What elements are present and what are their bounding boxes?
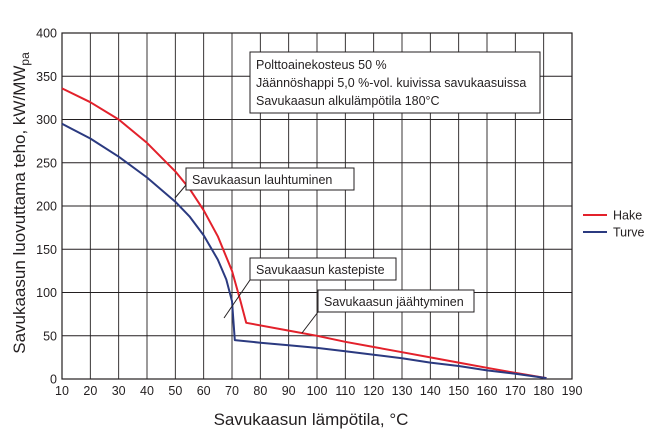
y-tick-label: 400 bbox=[36, 27, 57, 41]
annotation-dew-point: Savukaasun kastepiste bbox=[223, 257, 397, 319]
series-lines bbox=[61, 87, 547, 380]
y-tick-label: 0 bbox=[50, 373, 57, 387]
legend-label: Hake bbox=[613, 209, 642, 223]
annotation-box bbox=[317, 289, 475, 313]
x-tick-label: 70 bbox=[225, 384, 239, 398]
condition-line: Jäännöshappi 5,0 %-vol. kuivissa savukaa… bbox=[256, 76, 526, 90]
y-tick-label: 100 bbox=[36, 286, 57, 300]
annotation-box bbox=[185, 167, 355, 191]
annotation-box bbox=[249, 257, 397, 281]
y-axis-title: Savukaasun luovuttama teho, kW/MWpa bbox=[10, 52, 32, 354]
x-tick-label: 190 bbox=[562, 384, 583, 398]
y-axis-title-subscript: pa bbox=[18, 52, 32, 66]
series-line-turve bbox=[61, 122, 547, 380]
conditions-box-frame bbox=[249, 51, 541, 114]
annotation-label: Savukaasun jäähtyminen bbox=[324, 295, 464, 309]
annotation-pointer bbox=[223, 279, 251, 319]
x-tick-label: 90 bbox=[282, 384, 296, 398]
condition-line: Polttoainekosteus 50 % bbox=[256, 58, 387, 72]
x-tick-label: 120 bbox=[363, 384, 384, 398]
x-tick-label: 100 bbox=[307, 384, 328, 398]
y-tick-label: 50 bbox=[43, 329, 57, 343]
y-axis-title-main: Savukaasun luovuttama teho, kW/MW bbox=[10, 66, 29, 354]
condition-line: Savukaasun alkulämpötila 180°C bbox=[256, 94, 440, 108]
x-tick-label: 160 bbox=[477, 384, 498, 398]
y-tick-label: 150 bbox=[36, 243, 57, 257]
annotation-pointer bbox=[301, 311, 319, 334]
x-tick-label: 10 bbox=[55, 384, 69, 398]
x-tick-label: 40 bbox=[140, 384, 154, 398]
y-tick-label: 300 bbox=[36, 113, 57, 127]
annotation-cooling: Savukaasun jäähtyminen bbox=[301, 289, 475, 334]
conditions-box: Polttoainekosteus 50 % Jäännöshappi 5,0 … bbox=[249, 51, 541, 114]
x-tick-label: 140 bbox=[420, 384, 441, 398]
annotation-label: Savukaasun kastepiste bbox=[256, 263, 385, 277]
annotation-pointer bbox=[174, 184, 187, 199]
x-tick-label: 110 bbox=[335, 384, 355, 398]
annotation-condensation: Savukaasun lauhtuminen bbox=[174, 167, 355, 199]
x-tick-label: 60 bbox=[197, 384, 211, 398]
x-tick-label: 50 bbox=[168, 384, 182, 398]
y-tick-label: 250 bbox=[36, 156, 57, 170]
x-tick-label: 20 bbox=[83, 384, 97, 398]
x-axis-title: Savukaasun lämpötila, °C bbox=[214, 410, 409, 429]
x-tick-label: 170 bbox=[505, 384, 526, 398]
y-tick-label: 350 bbox=[36, 70, 57, 84]
annotation-label: Savukaasun lauhtuminen bbox=[192, 173, 332, 187]
series-line-hake bbox=[61, 87, 547, 380]
y-tick-label: 200 bbox=[36, 200, 57, 214]
legend-label: Turve bbox=[613, 226, 645, 240]
x-tick-label: 30 bbox=[112, 384, 126, 398]
plot-frame bbox=[61, 32, 573, 380]
x-tick-label: 150 bbox=[448, 384, 469, 398]
x-tick-label: 80 bbox=[253, 384, 267, 398]
x-tick-label: 130 bbox=[392, 384, 413, 398]
x-tick-label: 180 bbox=[533, 384, 554, 398]
legend: Hake Turve bbox=[583, 209, 645, 240]
tick-labels: 10 20 30 40 50 60 70 80 90 100 110 120 130 140 150 160 1… bbox=[36, 27, 582, 399]
